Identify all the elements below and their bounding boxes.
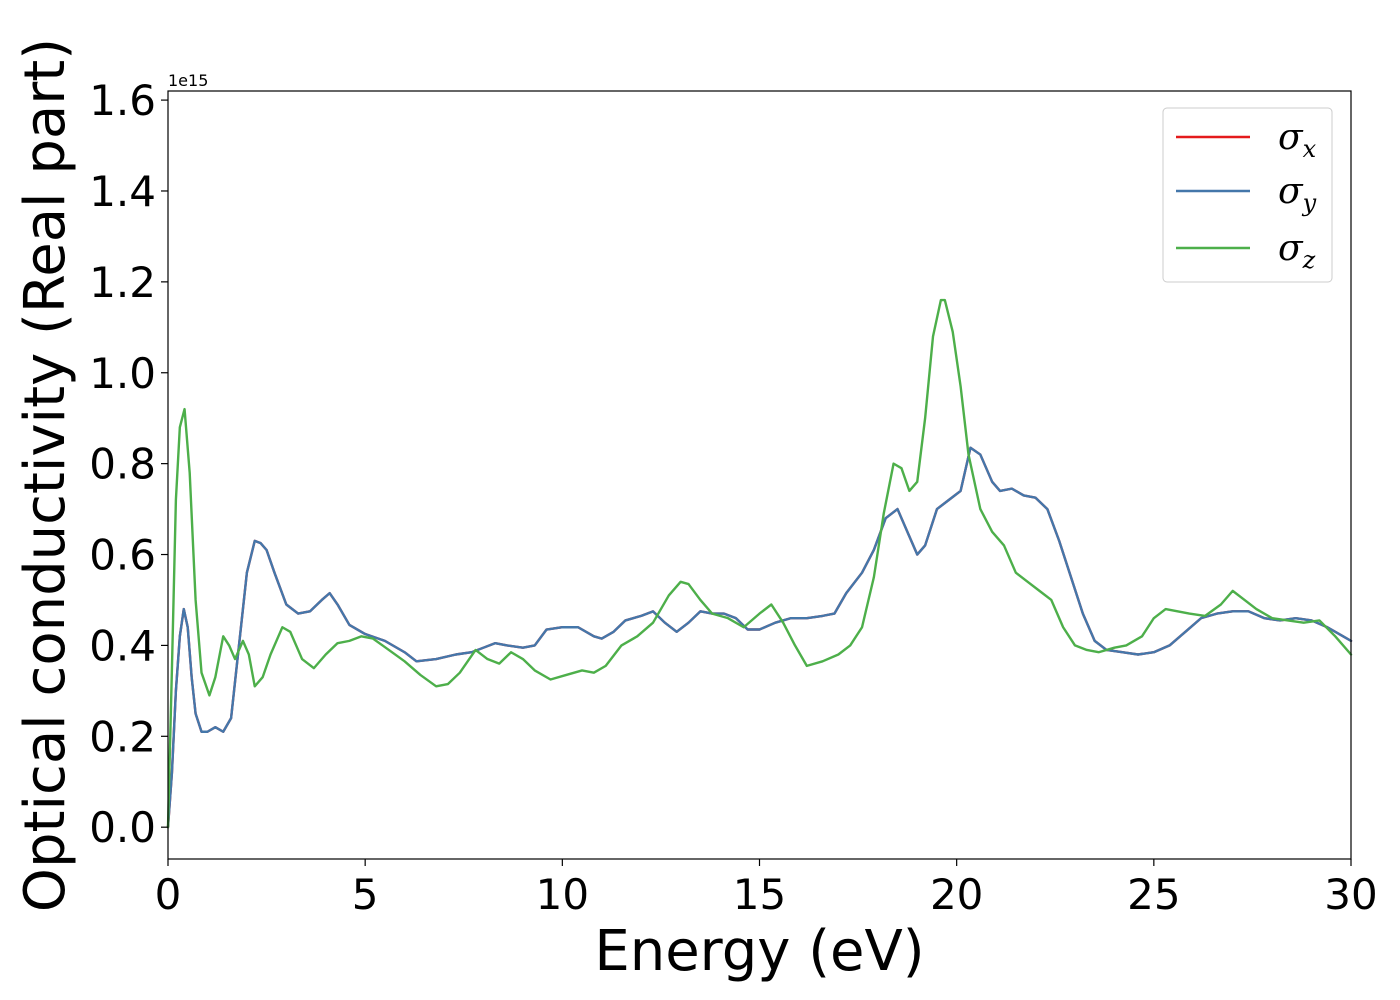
legend-label-z: σz xyxy=(1278,228,1316,274)
legend-label-x: σx xyxy=(1278,117,1317,163)
y-tick-label: 0.6 xyxy=(89,531,156,580)
x-tick-label: 25 xyxy=(1127,870,1180,919)
series-layer xyxy=(166,298,1353,829)
y-tick-label: 0.2 xyxy=(89,712,156,761)
y-offset-text: 1e15 xyxy=(168,71,208,90)
x-tick-label: 20 xyxy=(930,870,983,919)
y-tick-label: 0.8 xyxy=(89,440,156,489)
y-axis: 0.0 0.2 0.4 0.6 0.8 1.0 1.2 1.4 1.6 xyxy=(89,76,168,852)
y-axis-title: Optical conductivity (Real part) xyxy=(13,38,78,912)
series-line-y xyxy=(166,446,1353,829)
x-tick-label: 30 xyxy=(1324,870,1377,919)
y-tick-label: 0.4 xyxy=(89,621,156,670)
y-tick-label: 1.6 xyxy=(89,76,156,125)
x-tick-label: 0 xyxy=(155,870,182,919)
y-tick-label: 1.2 xyxy=(89,258,156,307)
x-axis-title: Energy (eV) xyxy=(594,919,924,984)
legend-label-y: σy xyxy=(1278,171,1317,217)
x-tick-label: 5 xyxy=(352,870,379,919)
y-tick-label: 1.4 xyxy=(89,167,156,216)
x-tick-label: 15 xyxy=(733,870,786,919)
series-line-z xyxy=(166,298,1353,829)
x-tick-label: 10 xyxy=(536,870,589,919)
plot-background xyxy=(168,91,1351,859)
legend: σx σy σz xyxy=(1162,107,1333,283)
y-tick-label: 0.0 xyxy=(89,803,156,852)
legend-box xyxy=(1162,107,1333,283)
x-axis: 0 5 10 15 20 25 30 xyxy=(155,859,1378,919)
y-tick-label: 1.0 xyxy=(89,349,156,398)
